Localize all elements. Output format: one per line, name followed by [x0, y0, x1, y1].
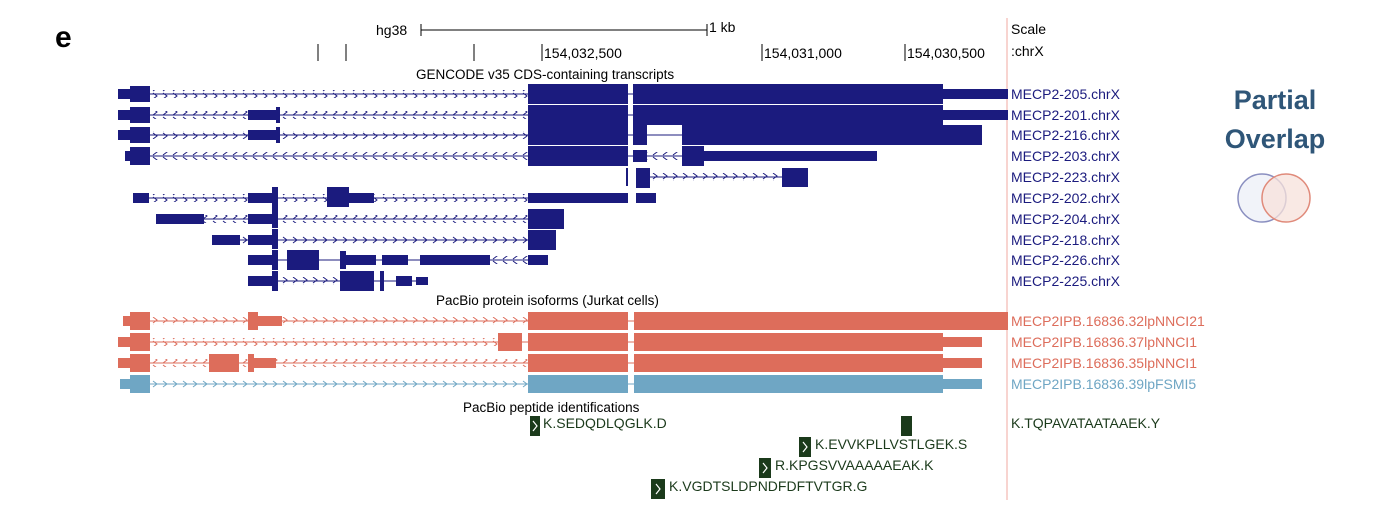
transcript-mecp2-204[interactable] [156, 208, 564, 229]
transcript-mecp2-226[interactable] [248, 250, 548, 270]
gencode-track [118, 84, 1008, 291]
genome-assembly-label: hg38 [376, 22, 407, 38]
transcript-label[interactable]: MECP2-205.chrX [1011, 86, 1121, 102]
transcript-label[interactable]: MECP2-216.chrX [1011, 127, 1121, 143]
transcript-mecp2-205[interactable] [118, 84, 1008, 104]
peptide-vgdtsldpndfdftvtgr[interactable] [651, 479, 665, 499]
peptide-track-title: PacBio peptide identifications [463, 400, 640, 415]
transcript-label[interactable]: MECP2-201.chrX [1011, 107, 1121, 123]
scale-text: Scale [1011, 21, 1046, 37]
isoform-label[interactable]: MECP2IPB.16836.35lpNNCI1 [1011, 355, 1197, 371]
transcript-label[interactable]: MECP2-226.chrX [1011, 252, 1121, 268]
ruler-tick-label: 154,031,000 [764, 45, 842, 61]
peptide-track: K.SEDQDLQGLK.D K.TQPAVATAATAAEK.Y K.EVVK… [530, 415, 1161, 499]
transcript-label[interactable]: MECP2-204.chrX [1011, 211, 1121, 227]
transcript-label[interactable]: MECP2-223.chrX [1011, 169, 1121, 185]
ruler-tick-label: 154,030,500 [907, 45, 985, 61]
peptide-sedqdlqglk[interactable] [530, 416, 540, 436]
transcript-mecp2-203[interactable] [125, 146, 877, 166]
scale-bar [420, 24, 708, 36]
transcript-mecp2-223[interactable] [626, 168, 808, 188]
isoform-label[interactable]: MECP2IPB.16836.37lpNNCI1 [1011, 334, 1197, 350]
transcript-mecp2-202[interactable] [133, 187, 656, 209]
scale-bar-label: 1 kb [709, 19, 736, 35]
peptide-tqpavataataaek[interactable] [901, 416, 912, 436]
peptide-label: K.SEDQDLQGLK.D [543, 415, 667, 431]
isoform-label[interactable]: MECP2IPB.16836.32lpNNCI21 [1011, 313, 1205, 329]
transcript-label[interactable]: MECP2-202.chrX [1011, 190, 1121, 206]
overlap-title-line1: Partial [1234, 85, 1317, 115]
pacbio-track-title: PacBio protein isoforms (Jurkat cells) [436, 293, 659, 308]
peptide-evvkpllvstlgek[interactable] [799, 437, 811, 457]
transcript-mecp2-201[interactable] [118, 105, 1008, 125]
transcript-mecp2-216[interactable] [118, 125, 982, 145]
isoform-35[interactable] [118, 354, 982, 372]
ruler-ticks [317, 44, 906, 61]
transcript-label[interactable]: MECP2-225.chrX [1011, 273, 1121, 289]
overlap-title-line2: Overlap [1225, 124, 1326, 154]
isoform-39[interactable] [120, 375, 982, 393]
transcript-label[interactable]: MECP2-203.chrX [1011, 148, 1121, 164]
transcript-mecp2-225[interactable] [248, 271, 428, 291]
gencode-track-title: GENCODE v35 CDS-containing transcripts [416, 67, 674, 82]
peptide-kpgsvvaaaaaeak[interactable] [759, 458, 771, 478]
pacbio-labels: MECP2IPB.16836.32lpNNCI21 MECP2IPB.16836… [1011, 313, 1205, 392]
pacbio-track [118, 312, 1008, 393]
peptide-label: K.EVVKPLLVSTLGEK.S [815, 436, 967, 452]
isoform-label[interactable]: MECP2IPB.16836.39lpFSMI5 [1011, 376, 1196, 392]
transcript-label[interactable]: MECP2-218.chrX [1011, 232, 1121, 248]
chrom-text: :chrX [1011, 43, 1044, 59]
transcript-mecp2-218[interactable] [212, 229, 556, 250]
peptide-label: K.VGDTSLDPNDFDFTVTGR.G [669, 478, 867, 494]
gencode-labels: MECP2-205.chrX MECP2-201.chrX MECP2-216.… [1011, 86, 1121, 289]
panel-label: e [55, 21, 72, 54]
peptide-label: K.TQPAVATAATAAEK.Y [1011, 415, 1161, 431]
isoform-32[interactable] [123, 312, 1008, 330]
isoform-37[interactable] [118, 333, 982, 351]
venn-overlap-icon [1237, 173, 1311, 223]
ruler-tick-label: 154,032,500 [544, 45, 622, 61]
peptide-label: R.KPGSVVAAAAAEAK.K [775, 457, 934, 473]
